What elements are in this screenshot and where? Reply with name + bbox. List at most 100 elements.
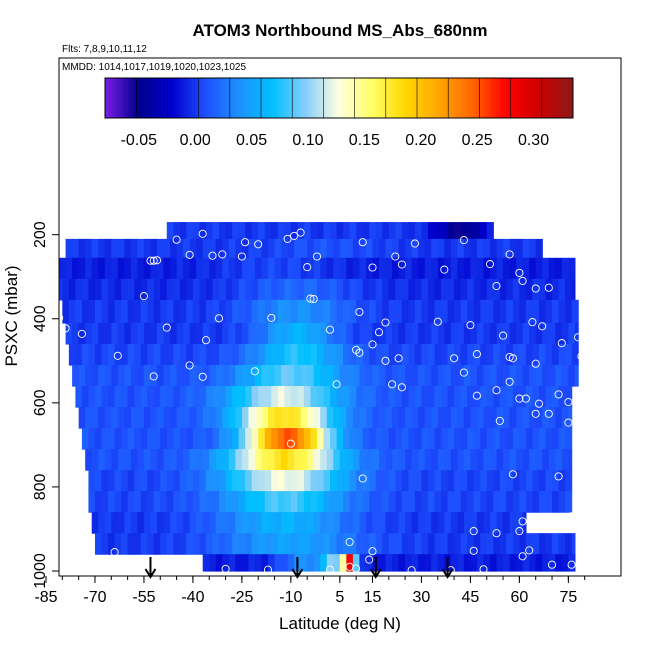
heatmap-cell — [232, 428, 240, 450]
heatmap-cell — [189, 238, 197, 259]
heatmap-cell — [365, 322, 374, 345]
heatmap-cell — [134, 343, 142, 366]
heatmap-cell — [248, 322, 256, 345]
heatmap-cell — [454, 386, 462, 408]
colorbar-swatch — [262, 78, 266, 118]
heatmap-cell — [176, 512, 184, 534]
heatmap-cell — [101, 470, 109, 492]
heatmap-cell — [264, 491, 272, 513]
heatmap-cell — [98, 238, 106, 259]
heatmap-cell — [268, 257, 276, 280]
heatmap-cell — [143, 512, 152, 534]
heatmap-cell — [326, 554, 334, 572]
heatmap-cell — [421, 299, 429, 324]
heatmap-cell — [326, 407, 334, 429]
heatmap-cell — [356, 428, 364, 450]
heatmap-cell — [268, 365, 276, 387]
flight-marker — [185, 361, 194, 370]
heatmap-cell — [124, 322, 132, 345]
heatmap-cell — [532, 386, 540, 408]
heatmap-cell — [173, 299, 181, 324]
heatmap-cell — [486, 533, 494, 555]
heatmap-cell — [473, 386, 481, 408]
colorbar-tick-label: 0.25 — [462, 132, 493, 149]
heatmap-cell — [130, 449, 139, 471]
heatmap-cell — [454, 428, 462, 450]
heatmap-cell — [388, 428, 396, 450]
heatmap-cell — [499, 386, 507, 408]
heatmap-cell — [385, 238, 393, 259]
heatmap-cell — [153, 386, 161, 408]
heatmap-cell — [281, 257, 289, 280]
heatmap-cell — [571, 343, 579, 366]
heatmap-cell — [91, 322, 99, 345]
heatmap-cell — [565, 299, 573, 324]
heatmap-cell — [542, 554, 550, 572]
heatmap-cell — [346, 257, 354, 280]
colorbar-swatch — [549, 78, 554, 118]
heatmap-cell — [490, 512, 498, 534]
heatmap-cell — [454, 343, 462, 366]
heatmap-cell — [349, 533, 357, 555]
heatmap-cell — [313, 512, 321, 534]
heatmap-cell — [290, 343, 298, 366]
flight-marker — [358, 238, 367, 247]
heatmap-cell — [179, 491, 187, 513]
heatmap-cell — [571, 299, 579, 324]
heatmap-cell — [483, 365, 491, 387]
y-tick-label: 400 — [32, 305, 49, 332]
heatmap-cell — [418, 449, 426, 471]
colorbar-swatch — [288, 78, 293, 118]
heatmap-cell — [499, 428, 507, 450]
heatmap-cell — [460, 343, 468, 366]
heatmap-cell — [375, 386, 383, 408]
flight-marker — [345, 537, 354, 547]
heatmap-cell — [248, 449, 256, 471]
heatmap-cell — [108, 428, 116, 450]
heatmap-cell — [450, 322, 458, 345]
heatmap-cell — [405, 554, 413, 572]
heatmap-cell — [424, 554, 432, 572]
heatmap-cell — [411, 365, 419, 387]
heatmap-cell — [516, 322, 524, 345]
flight-marker — [508, 470, 517, 479]
colorbar-swatch — [145, 78, 149, 118]
heatmap-cell — [222, 365, 230, 387]
heatmap-cell — [189, 365, 197, 387]
colorbar-swatch — [275, 78, 280, 118]
colorbar-swatch — [131, 78, 136, 118]
heatmap-cell — [509, 365, 517, 387]
colorbar-swatch — [489, 78, 494, 118]
heatmap-cell — [290, 386, 298, 408]
heatmap-cell — [476, 365, 485, 387]
heatmap-cell — [512, 491, 520, 513]
heatmap-cell — [235, 322, 243, 345]
heatmap-cell — [104, 365, 112, 387]
heatmap-cell — [68, 343, 76, 366]
heatmap-cell — [444, 512, 452, 534]
flight-marker — [303, 263, 312, 272]
heatmap-cell — [398, 365, 406, 387]
colorbar-swatch — [282, 78, 287, 118]
heatmap-cell — [392, 449, 400, 471]
heatmap-cell — [565, 470, 573, 492]
heatmap-cell — [179, 299, 187, 324]
heatmap-cell — [463, 238, 472, 259]
heatmap-cell — [326, 512, 334, 534]
heatmap-cell — [219, 470, 227, 492]
heatmap-cell — [522, 257, 530, 280]
colorbar-swatch — [285, 78, 290, 118]
heatmap-cell — [385, 257, 393, 280]
heatmap-cell — [457, 449, 465, 471]
heatmap-cell — [441, 470, 449, 492]
heatmap-cell — [258, 428, 266, 450]
heatmap-cell — [274, 554, 282, 572]
heatmap-cell — [114, 278, 122, 301]
heatmap-cell — [205, 428, 214, 450]
heatmap-cell — [78, 238, 86, 259]
heatmap-cell — [490, 554, 498, 572]
colorbar-swatch — [516, 78, 521, 118]
heatmap-cell — [205, 299, 214, 324]
heatmap-cell — [490, 365, 498, 387]
heatmap-cell — [261, 257, 269, 280]
